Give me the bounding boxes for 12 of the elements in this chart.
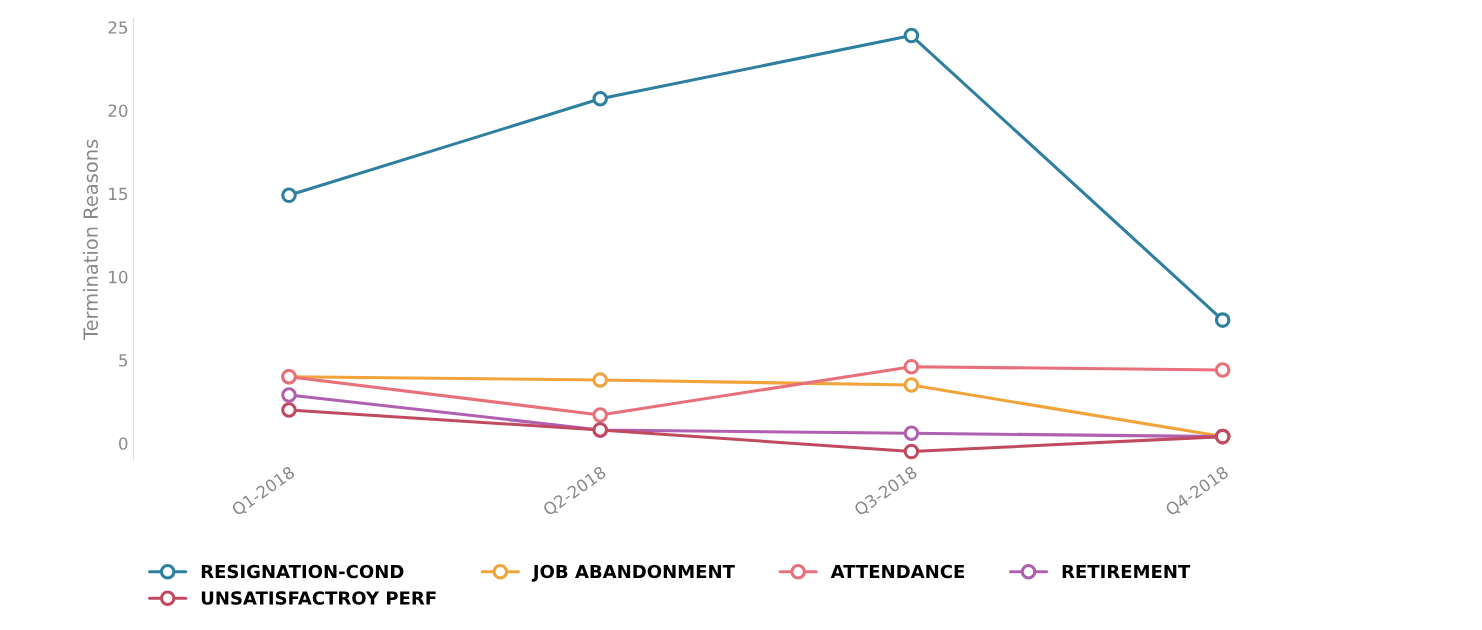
legend-label: RETIREMENT xyxy=(1062,564,1191,579)
legend-label: ATTENDANCE xyxy=(830,564,965,579)
y-axis-title: Termination Reasons xyxy=(82,139,98,341)
legend-label: RESIGNATION-COND xyxy=(201,564,404,579)
y-tick-label: 25 xyxy=(108,21,128,34)
y-tick-label: 10 xyxy=(109,270,128,284)
y-tick-label: 0 xyxy=(119,437,128,450)
y-tick-label: 15 xyxy=(109,187,128,201)
legend-label: UNSATISFACTROY PERF xyxy=(201,591,436,605)
legend-label: JOB ABANDONMENT xyxy=(531,564,735,582)
y-tick-label: 20 xyxy=(108,104,128,117)
y-tick-label: 5 xyxy=(119,354,128,367)
